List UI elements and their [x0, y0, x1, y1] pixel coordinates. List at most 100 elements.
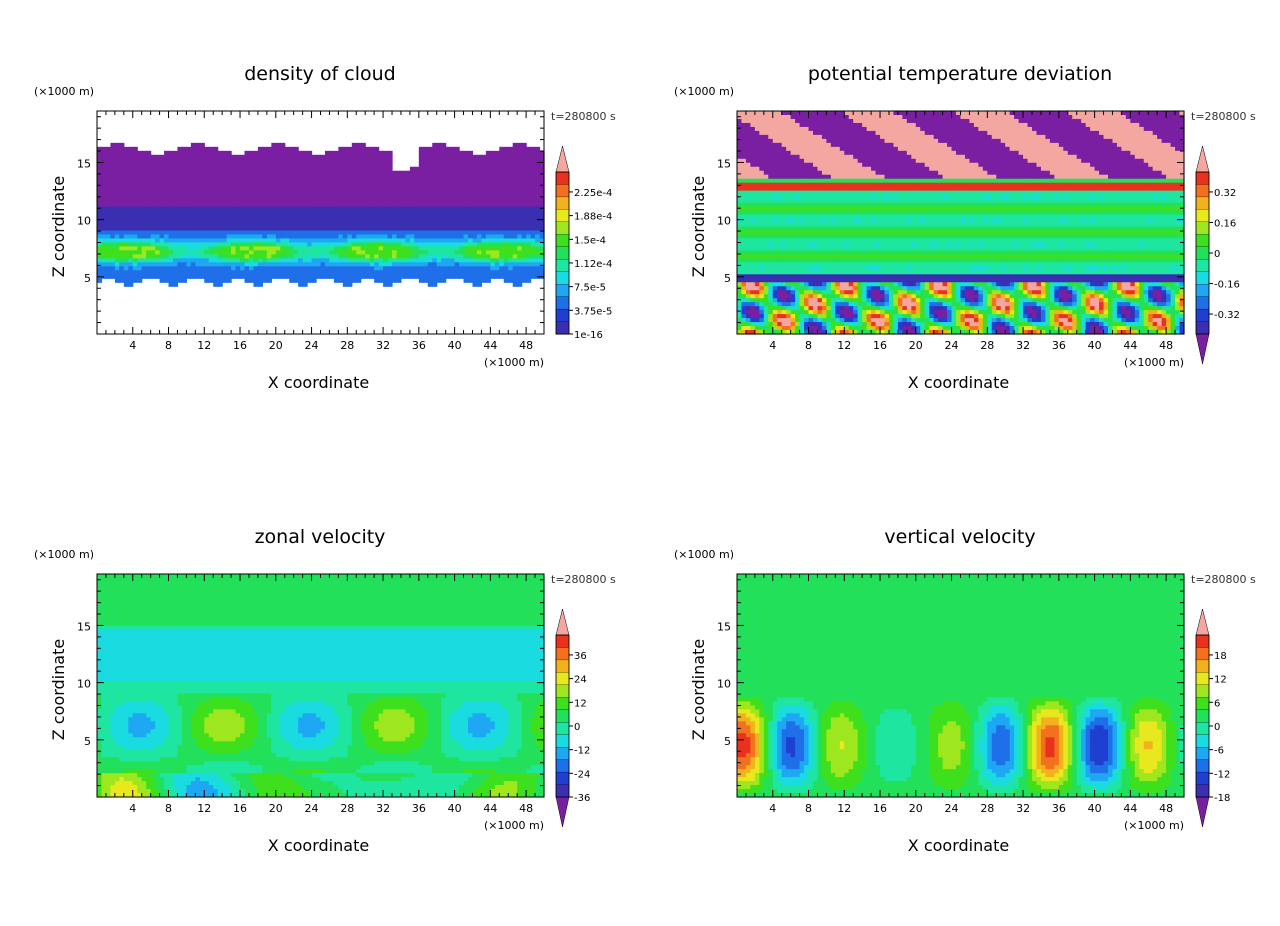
contour-cell [737, 294, 743, 299]
contour-cell [190, 258, 196, 263]
contour-cell [790, 186, 796, 192]
contour-cell [808, 166, 814, 172]
contour-cell [508, 262, 514, 267]
contour-cell [414, 242, 420, 247]
contour-cell [436, 258, 442, 263]
contour-cell [190, 210, 196, 216]
contour-cell [217, 210, 223, 216]
contour-cell [503, 174, 509, 180]
contour-cell [835, 162, 841, 168]
contour-cell [329, 238, 335, 244]
contour-cell [454, 218, 460, 224]
contour-cell [777, 134, 783, 140]
contour-cell [307, 250, 313, 255]
contour-cell [826, 138, 832, 144]
contour-cell [208, 262, 214, 267]
contour-cell [351, 210, 357, 216]
contour-cell [526, 178, 532, 184]
contour-cell [750, 178, 756, 184]
contour-cell [302, 246, 308, 251]
contour-cell [329, 186, 335, 192]
contour-cell [119, 262, 125, 267]
contour-cell [101, 226, 107, 232]
contour-cell [257, 222, 263, 228]
contour-cell [817, 286, 823, 291]
contour-cell [168, 194, 174, 200]
contour-cell [450, 254, 456, 259]
contour-cell [530, 206, 536, 212]
contour-cell [387, 258, 393, 263]
contour-cell [204, 222, 210, 228]
contour-cell [472, 198, 478, 204]
contour-cell [418, 218, 424, 224]
contour-cell [298, 170, 304, 176]
contour-cell [485, 270, 491, 275]
contour-cell [759, 278, 765, 283]
contour-cell [195, 210, 201, 216]
contour-cell [490, 202, 496, 208]
contour-cell [808, 162, 814, 168]
contour-cell [365, 214, 371, 220]
contour-cell [284, 238, 290, 244]
contour-cell [155, 174, 161, 180]
contour-cell [132, 162, 138, 168]
contour-cell [508, 170, 514, 176]
contour-cell [405, 262, 411, 267]
contour-cell [97, 254, 103, 259]
contour-cell [329, 158, 335, 164]
contour-cell [830, 134, 836, 140]
contour-cell [772, 214, 778, 220]
contour-cell [830, 170, 836, 176]
contour-cell [414, 230, 420, 236]
contour-cell [759, 326, 765, 331]
contour-cell [168, 218, 174, 224]
contour-cell [97, 266, 103, 271]
contour-cell [476, 166, 483, 172]
contour-cell [164, 162, 170, 168]
contour-cell [772, 222, 778, 228]
contour-cell [400, 194, 407, 200]
contour-cell [280, 178, 286, 184]
contour-cell [804, 210, 810, 216]
contour-cell [768, 118, 774, 124]
contour-cell [821, 198, 827, 204]
contour-cell [830, 282, 836, 287]
contour-cell [526, 146, 532, 152]
contour-cell [777, 326, 783, 331]
contour-cell [150, 158, 156, 164]
contour-cell [432, 206, 438, 212]
contour-cell [356, 254, 362, 259]
contour-cell [396, 178, 402, 184]
contour-cell [307, 274, 313, 279]
contour-cell [799, 130, 805, 136]
contour-cell [454, 162, 460, 168]
contour-cell [360, 154, 366, 160]
contour-cell [199, 182, 205, 188]
contour-cell [405, 234, 411, 240]
contour-cell [418, 226, 424, 232]
contour-cell [539, 254, 545, 259]
contour-cell [799, 262, 805, 267]
contour-cell [356, 182, 362, 188]
contour-cell [494, 254, 500, 259]
contour-cell [763, 298, 769, 303]
contour-cell [320, 250, 326, 255]
contour-cell [808, 302, 814, 307]
contour-cell [481, 154, 487, 160]
contour-cell [494, 174, 500, 180]
contour-cell [830, 202, 836, 208]
contour-cell [208, 174, 214, 180]
contour-cell [432, 226, 438, 232]
contour-cell [320, 202, 326, 208]
contour-cell [808, 150, 814, 156]
contour-cell [414, 234, 420, 240]
contour-cell [275, 258, 281, 263]
contour-cell [848, 130, 854, 136]
contour-cell [463, 262, 469, 267]
contour-cell [132, 222, 138, 228]
contour-cell [781, 290, 787, 295]
contour-cell [298, 206, 304, 212]
contour-cell [360, 250, 366, 255]
contour-cell [365, 222, 371, 228]
contour-cell [750, 154, 756, 160]
